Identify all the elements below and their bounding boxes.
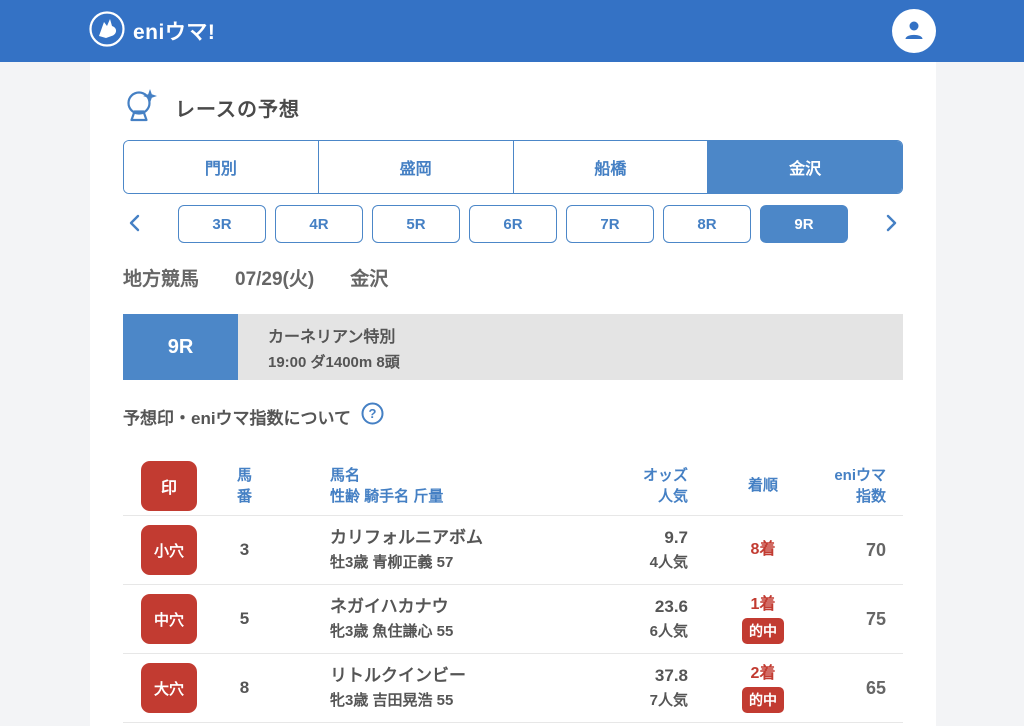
top-bar: eniウマ! (0, 0, 1024, 62)
race-details: 19:00 ダ1400m 8頭 (268, 353, 400, 371)
meta-category: 地方競馬 (123, 269, 200, 290)
odds-value: 23.6 (654, 597, 688, 616)
table-row: 小穴 3 カリフォルニアボム 牡3歳 青柳正義 57 9.7 4人気 8着 70 (123, 516, 903, 585)
race-button-5r[interactable]: 5R (372, 205, 460, 243)
race-button-9r[interactable]: 9R (760, 205, 848, 243)
mark-badge: 中穴 (141, 594, 197, 644)
horse-number: 5 (239, 609, 250, 628)
tab-morioka[interactable]: 盛岡 (317, 141, 513, 193)
horse-detail: 牡3歳 青柳正義 57 (330, 554, 454, 571)
race-title: カーネリアン特別 (268, 328, 396, 346)
result-cell: 1着 的中 (718, 594, 808, 644)
next-race-button[interactable] (879, 214, 903, 235)
mark-badge: 小穴 (141, 525, 197, 575)
race-selector: 3R 4R 5R 6R 7R 8R 9R (123, 205, 903, 243)
horse-number: 3 (239, 540, 250, 559)
horse-name: カリフォルニアボム (330, 528, 483, 547)
table-row: 中穴 5 ネガイハカナウ 牝3歳 魚住謙心 55 23.6 6人気 1着 的中 … (123, 585, 903, 654)
odds-value: 37.8 (654, 666, 688, 685)
app-logo-text: eniウマ! (133, 21, 216, 44)
app-logo[interactable]: eniウマ! (88, 10, 215, 53)
eniuma-index-value: 75 (865, 608, 886, 629)
race-button-3r[interactable]: 3R (178, 205, 266, 243)
race-buttons: 3R 4R 5R 6R 7R 8R 9R (178, 205, 848, 243)
race-meta: 地方競馬 07/29(火) 金沢 (123, 264, 903, 291)
track-tabs: 門別 盛岡 船橋 金沢 (123, 140, 903, 194)
marks-info-label: 予想印・eniウマ指数について (123, 408, 352, 428)
race-button-6r[interactable]: 6R (469, 205, 557, 243)
odds-cell: 9.7 4人気 (578, 525, 718, 575)
race-button-8r[interactable]: 8R (663, 205, 751, 243)
popularity: 4人気 (649, 554, 688, 571)
race-banner: 9R カーネリアン特別 19:00 ダ1400m 8頭 (123, 314, 903, 380)
race-banner-body: カーネリアン特別 19:00 ダ1400m 8頭 (238, 314, 903, 380)
race-number-box: 9R (123, 314, 238, 380)
person-icon (901, 17, 927, 46)
race-button-7r[interactable]: 7R (566, 205, 654, 243)
odds-value: 9.7 (664, 528, 688, 547)
col-horse-number: 馬番 (236, 466, 252, 505)
popularity: 7人気 (649, 692, 688, 709)
horse-name-cell: リトルクインビー 牝3歳 吉田晃浩 55 (292, 663, 578, 713)
result-cell: 8着 (718, 539, 808, 561)
horse-name-cell: カリフォルニアボム 牡3歳 青柳正義 57 (292, 525, 578, 575)
horse-name: リトルクインビー (330, 666, 466, 685)
tab-kanazawa[interactable]: 金沢 (707, 141, 902, 193)
hit-badge: 的中 (742, 618, 784, 644)
col-odds: オッズ 人気 (642, 466, 688, 505)
page-title: レースの予想 (175, 98, 300, 121)
popularity: 6人気 (649, 623, 688, 640)
prediction-card: レースの予想 門別 盛岡 船橋 金沢 3R 4R 5R 6R 7R 8R 9R (90, 62, 936, 726)
finish-position: 8着 (750, 541, 776, 558)
help-icon[interactable]: ? (361, 402, 384, 430)
horse-logo-icon (88, 10, 126, 53)
prev-race-button[interactable] (123, 214, 147, 235)
marks-info-link[interactable]: 予想印・eniウマ指数について ? (123, 402, 903, 430)
eniuma-index-value: 70 (865, 539, 886, 560)
odds-cell: 23.6 6人気 (578, 594, 718, 644)
horse-detail: 牝3歳 吉田晃浩 55 (330, 692, 454, 709)
hit-badge: 的中 (742, 687, 784, 713)
horse-name-cell: ネガイハカナウ 牝3歳 魚住謙心 55 (292, 594, 578, 644)
odds-cell: 37.8 7人気 (578, 663, 718, 713)
mark-header-badge: 印 (141, 460, 197, 511)
tab-monbetsu[interactable]: 門別 (124, 141, 318, 193)
meta-date: 07/29(火) (235, 269, 315, 290)
horse-number: 8 (239, 678, 250, 697)
eniuma-index-value: 65 (865, 677, 886, 698)
table-row: 大穴 8 リトルクインビー 牝3歳 吉田晃浩 55 37.8 7人気 2着 的中… (123, 654, 903, 723)
tab-funabashi[interactable]: 船橋 (512, 141, 708, 193)
col-horse-name: 馬名 性齢 騎手名 斤量 (330, 466, 444, 505)
prediction-table: 印 馬番 馬名 性齢 騎手名 斤量 オッズ 人気 着順 eniウマ 指数 小穴 3… (123, 456, 903, 723)
race-button-4r[interactable]: 4R (275, 205, 363, 243)
section-title: レースの予想 (123, 88, 903, 126)
mark-badge: 大穴 (141, 663, 197, 713)
user-avatar-button[interactable] (892, 9, 936, 53)
col-eniuma-index: eniウマ 指数 (834, 466, 886, 505)
chevron-left-icon (127, 214, 143, 235)
horse-name: ネガイハカナウ (330, 597, 449, 616)
finish-position: 2着 (750, 665, 776, 682)
chevron-right-icon (883, 214, 899, 235)
svg-text:?: ? (369, 406, 377, 421)
horse-detail: 牝3歳 魚住謙心 55 (330, 623, 454, 640)
col-result: 着順 (747, 477, 778, 494)
finish-position: 1着 (750, 596, 776, 613)
result-cell: 2着 的中 (718, 663, 808, 713)
table-header-row: 印 馬番 馬名 性齢 騎手名 斤量 オッズ 人気 着順 eniウマ 指数 (123, 456, 903, 516)
crystal-ball-icon (123, 86, 159, 129)
meta-track: 金沢 (350, 269, 389, 290)
